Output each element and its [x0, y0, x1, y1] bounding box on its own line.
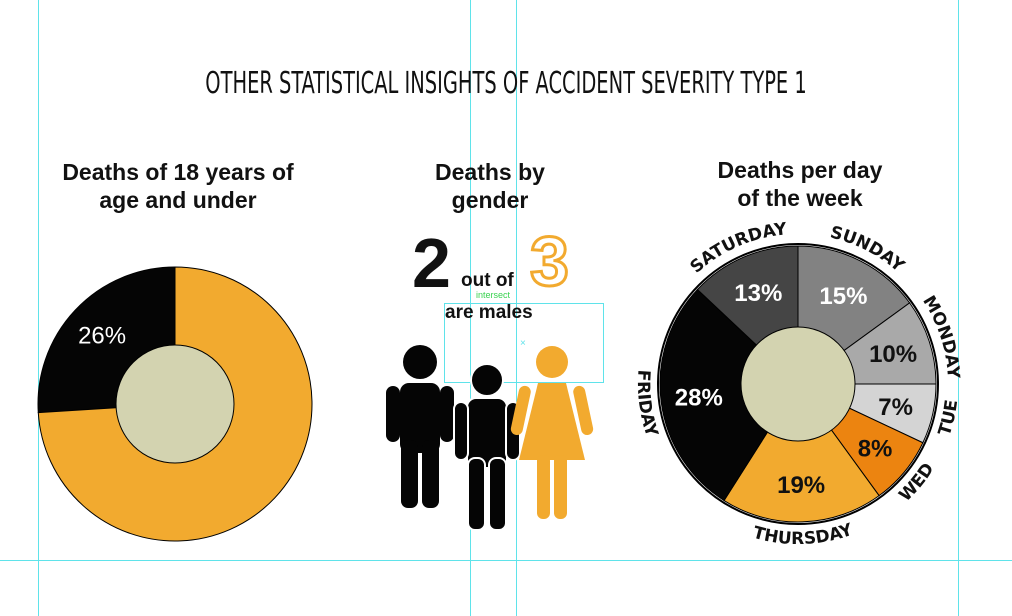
weekday-percent-label: 13%: [734, 280, 782, 307]
guide-line: [38, 0, 39, 616]
weekday-slice: [723, 383, 880, 523]
are-males-text: are males: [445, 302, 533, 323]
week-donut-chart: 15%SUNDAY10%MONDAY7%TUE8%WED19%THURSDAY2…: [633, 219, 963, 549]
week-title-line-2: of the week: [737, 185, 863, 211]
male-figure-icon: [453, 363, 521, 531]
weekday-percent-label: 8%: [858, 436, 893, 463]
people-icons: [386, 345, 594, 531]
guide-line: [516, 0, 517, 616]
gender-title-line-1: Deaths by: [435, 159, 545, 185]
donut-center: [740, 326, 856, 442]
donut-center: [115, 344, 235, 464]
page-title: OTHER STATISTICAL INSIGHTS OF ACCIDENT S…: [205, 66, 807, 101]
age-slice-label: 26%: [78, 323, 126, 350]
selection-box[interactable]: [444, 303, 604, 383]
gender-section-title: Deaths by gender: [400, 158, 580, 214]
age-donut-chart: 26%: [37, 266, 313, 542]
guide-line: [470, 0, 471, 616]
gender-title-line-2: gender: [451, 187, 529, 213]
weekday-name-label: TUE: [935, 399, 962, 439]
male-figure-icon: [386, 345, 454, 508]
crosshair-icon: ×: [520, 338, 526, 349]
weekday-percent-label: 10%: [869, 341, 917, 368]
weekday-percent-label: 28%: [675, 385, 723, 412]
age-title-line-2: age and under: [99, 187, 257, 213]
age-title-line-1: Deaths of 18 years of: [62, 159, 294, 185]
weekday-percent-label: 19%: [777, 472, 825, 499]
male-count: 2: [412, 224, 451, 302]
total-count: 3: [529, 222, 571, 300]
selection-label: intersect: [476, 290, 511, 300]
week-title-line-1: Deaths per day: [717, 157, 883, 183]
guide-line: [958, 0, 959, 616]
female-figure-icon: [510, 346, 594, 519]
week-section-title: Deaths per day of the week: [680, 156, 920, 212]
weekday-percent-label: 7%: [878, 394, 913, 421]
age-section-title: Deaths of 18 years of age and under: [40, 158, 316, 214]
guide-line: [0, 560, 1012, 561]
weekday-slice: [659, 288, 799, 502]
out-of-text: out of: [461, 270, 514, 291]
donut-outline: [657, 243, 939, 525]
weekday-percent-label: 15%: [819, 283, 867, 310]
